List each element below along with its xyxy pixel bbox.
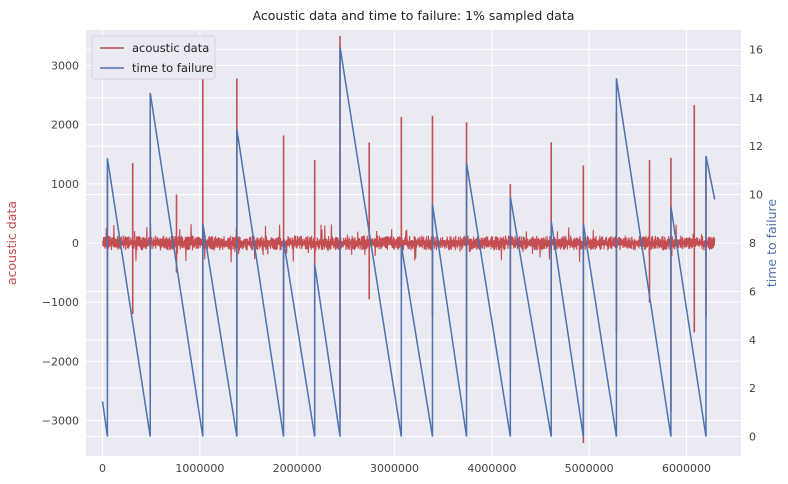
- y-right-tick-label: 10: [749, 189, 763, 202]
- y-right-tick-label: 2: [749, 382, 756, 395]
- y-left-tick-label: 2000: [51, 119, 79, 132]
- x-tick-label: 3000000: [370, 462, 419, 475]
- time-to-failure-series: [101, 46, 716, 437]
- y-right-tick-label: 6: [749, 285, 756, 298]
- y-left-tick-label: −1000: [42, 296, 79, 309]
- y-left-tick-label: 0: [72, 237, 79, 250]
- y-right-tick-label: 8: [749, 237, 756, 250]
- y-left-tick-label: 3000: [51, 60, 79, 73]
- y-right-tick-label: 4: [749, 334, 756, 347]
- y-right-tick-label: 0: [749, 431, 756, 444]
- y-right-tick-label: 12: [749, 140, 763, 153]
- axes: 0 1000000 2000000 3000000 4000000 5000000 6000…: [42, 43, 763, 475]
- time-to-failure-line: [101, 46, 716, 437]
- y-left-tick-label: −3000: [42, 415, 79, 428]
- x-tick-label: 6000000: [662, 462, 711, 475]
- y-right-tick-label: 14: [749, 92, 763, 105]
- x-tick-label: 5000000: [565, 462, 614, 475]
- chart-title: Acoustic data and time to failure: 1% sa…: [253, 8, 575, 23]
- x-tick-label: 0: [99, 462, 106, 475]
- y-right-tick-label: 16: [749, 43, 763, 56]
- acoustic-noise-line: [102, 224, 716, 263]
- x-tick-label: 1000000: [175, 462, 224, 475]
- x-tick-label: 4000000: [467, 462, 516, 475]
- y-left-tick-label: −2000: [42, 355, 79, 368]
- y-axis-label-right: time to failure: [764, 199, 779, 288]
- x-tick-label: 2000000: [273, 462, 322, 475]
- y-axis-label-left: acoustic data: [4, 201, 19, 285]
- legend-label-time-to-failure: time to failure: [132, 61, 213, 75]
- legend-label-acoustic: acoustic data: [132, 41, 209, 55]
- y-left-tick-label: 1000: [51, 178, 79, 191]
- legend: acoustic data time to failure: [91, 35, 216, 80]
